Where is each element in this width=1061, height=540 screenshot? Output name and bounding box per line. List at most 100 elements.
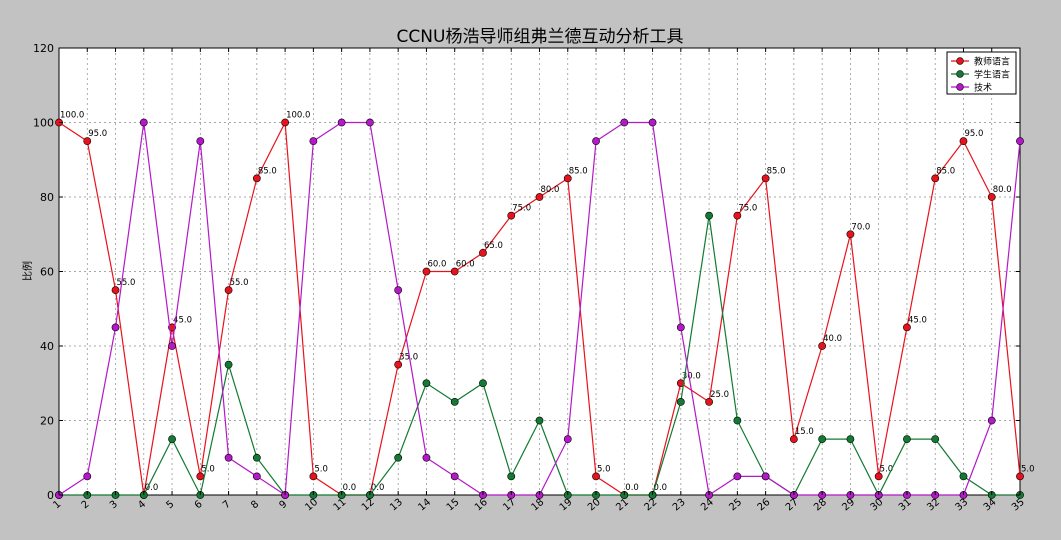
x-tick-label: 4 xyxy=(136,499,148,512)
x-tick-label: 2 xyxy=(80,499,92,512)
data-point xyxy=(620,118,629,127)
data-point xyxy=(507,472,516,481)
data-label: 80.0 xyxy=(541,185,560,195)
x-tick-label: 9 xyxy=(278,499,290,512)
x-tick-label: 23 xyxy=(671,497,688,514)
data-label: 5.0 xyxy=(880,464,894,474)
data-point xyxy=(224,286,233,295)
data-point xyxy=(111,286,120,295)
data-point xyxy=(535,193,544,201)
y-tick-label: 60 xyxy=(40,266,54,279)
data-label: 5.0 xyxy=(1021,464,1035,474)
data-point xyxy=(903,435,911,444)
data-point xyxy=(224,453,233,462)
x-tick-label: 35 xyxy=(1010,497,1027,514)
x-tick-label: 10 xyxy=(303,497,320,514)
data-point xyxy=(705,397,713,406)
data-point xyxy=(450,267,459,276)
data-point xyxy=(705,211,713,220)
legend-item: 学生语言 xyxy=(951,69,1010,81)
x-tick-label: 29 xyxy=(840,497,857,514)
y-tick-label: 100 xyxy=(33,117,54,130)
data-point xyxy=(959,472,968,481)
y-tick-label: 80 xyxy=(40,191,54,204)
x-tick-label: 20 xyxy=(586,497,603,514)
data-label: 0.0 xyxy=(145,483,159,493)
data-point xyxy=(676,397,685,406)
data-point xyxy=(507,211,516,220)
data-label: 45.0 xyxy=(173,315,192,325)
data-label: 35.0 xyxy=(399,353,418,363)
data-point xyxy=(846,435,855,444)
data-point xyxy=(252,472,261,481)
data-label: 5.0 xyxy=(201,464,215,474)
data-point xyxy=(592,137,600,146)
data-point xyxy=(422,267,431,276)
x-tick-label: 30 xyxy=(869,497,886,514)
x-tick-label: 22 xyxy=(643,497,660,514)
data-label: 0.0 xyxy=(625,483,639,493)
x-tick-label: 8 xyxy=(249,499,261,512)
x-tick-label: 14 xyxy=(416,497,433,514)
x-tick-label: 11 xyxy=(332,497,349,514)
data-label: 85.0 xyxy=(936,166,955,176)
y-tick-label: 120 xyxy=(33,42,54,55)
data-point xyxy=(450,397,459,406)
x-tick-label: 15 xyxy=(445,497,462,514)
data-label: 0.0 xyxy=(343,483,357,493)
data-point xyxy=(846,230,855,239)
x-tick-label: 18 xyxy=(529,497,546,514)
data-label: 40.0 xyxy=(823,334,842,344)
x-tick-label: 26 xyxy=(756,497,773,514)
data-point xyxy=(196,137,205,146)
data-point xyxy=(337,118,346,127)
data-point xyxy=(224,360,233,369)
series-layer: 100.0 95.0 55.0 0.0 45.0 5.0 55.0 85.0 100.0 5.0 0… xyxy=(55,111,1035,499)
data-point xyxy=(931,174,940,183)
x-tick-label: 24 xyxy=(699,497,716,514)
data-point xyxy=(394,286,403,295)
data-point xyxy=(139,118,148,127)
data-point xyxy=(789,435,798,444)
data-label: 95.0 xyxy=(88,129,107,139)
data-label: 75.0 xyxy=(738,204,757,214)
data-point xyxy=(563,435,572,444)
x-tick-label: 25 xyxy=(727,497,744,514)
data-point xyxy=(818,435,827,444)
data-point xyxy=(309,137,318,146)
data-point xyxy=(252,174,261,183)
data-point xyxy=(987,193,996,201)
legend-item: 教师语言 xyxy=(951,56,1010,68)
x-tick-label: 1 xyxy=(51,499,63,512)
data-label: 55.0 xyxy=(117,278,136,288)
x-tick-label: 13 xyxy=(388,497,405,514)
x-tick-label: 17 xyxy=(501,497,518,514)
legend-marker xyxy=(956,57,964,65)
data-label: 85.0 xyxy=(767,166,786,176)
data-point xyxy=(422,453,431,462)
data-point xyxy=(394,360,403,369)
x-tick-label: 6 xyxy=(193,499,205,512)
data-label: 0.0 xyxy=(654,483,668,493)
data-point xyxy=(422,379,431,388)
data-point xyxy=(1016,472,1024,481)
data-point xyxy=(83,472,92,481)
data-point xyxy=(818,342,827,350)
x-tick-label: 27 xyxy=(784,497,801,514)
x-tick-label: 32 xyxy=(925,497,942,514)
data-label: 95.0 xyxy=(964,129,983,139)
legend-label: 教师语言 xyxy=(974,56,1010,68)
data-label: 100.0 xyxy=(60,111,84,121)
data-label: 65.0 xyxy=(484,241,503,251)
x-tick-label: 19 xyxy=(558,497,575,514)
data-point xyxy=(931,435,940,444)
data-label: 85.0 xyxy=(258,166,277,176)
data-label: 55.0 xyxy=(230,278,249,288)
data-point xyxy=(252,453,261,462)
x-tick-label: 16 xyxy=(473,497,490,514)
data-point xyxy=(394,453,403,462)
legend-label: 技术 xyxy=(974,82,992,94)
